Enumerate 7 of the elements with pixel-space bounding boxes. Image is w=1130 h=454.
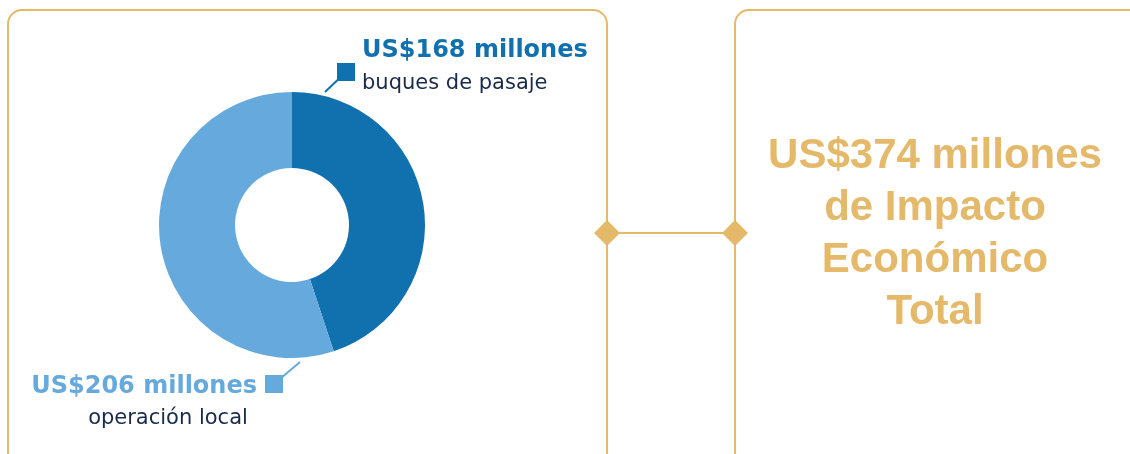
legend-label: buques de pasaje xyxy=(362,70,548,94)
donut-slice xyxy=(159,92,334,358)
donut-slice xyxy=(292,92,425,352)
text: US$374 millones de Impacto Económico Total xyxy=(768,130,1102,333)
slice-label: operación local xyxy=(88,405,248,429)
data-label: US$206 millones xyxy=(31,371,257,399)
data-label: US$168 millones xyxy=(362,35,588,63)
